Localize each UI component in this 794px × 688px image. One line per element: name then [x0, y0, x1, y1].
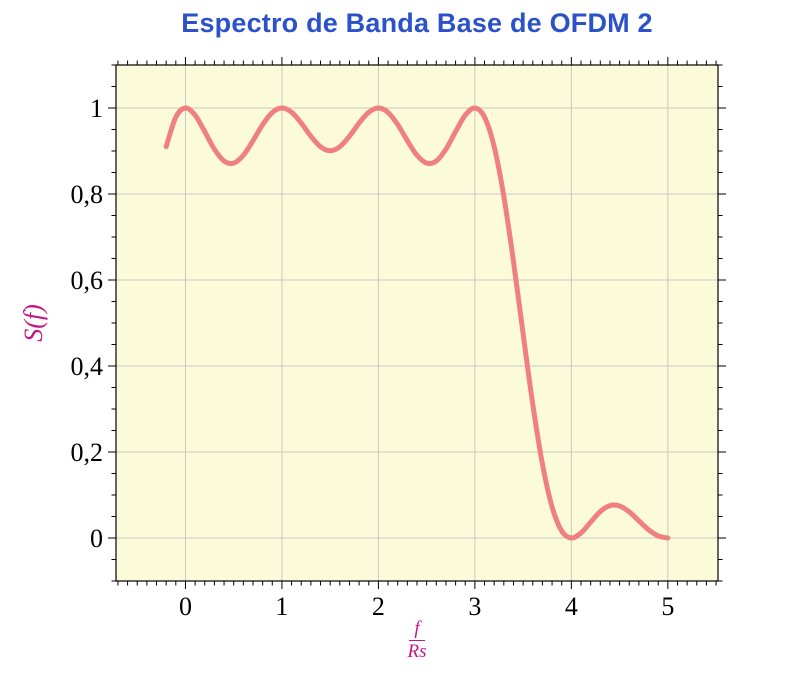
y-tick-label: 0,8: [71, 180, 104, 209]
x-axis-fraction-denominator: Rs: [407, 640, 427, 662]
y-tick-label: 0,2: [71, 438, 104, 467]
plot-background: [116, 65, 718, 581]
x-tick-label: 0: [179, 592, 192, 621]
x-axis-fraction: f Rs: [406, 618, 429, 663]
x-tick-label: 2: [372, 592, 385, 621]
y-tick-label: 0: [90, 524, 103, 553]
y-tick-label: 0,6: [71, 266, 104, 295]
x-tick-label: 5: [661, 592, 674, 621]
x-tick-label: 1: [275, 592, 288, 621]
spectrum-curve: [163, 105, 671, 541]
x-axis-fraction-numerator: f: [409, 618, 425, 641]
x-axis-label: f Rs: [116, 618, 718, 663]
y-axis-label: S(f): [19, 304, 48, 342]
y-tick-label: 1: [90, 94, 103, 123]
x-tick-label: 3: [468, 592, 481, 621]
y-tick-label: 0,4: [71, 352, 104, 381]
x-tick-label: 4: [565, 592, 578, 621]
chart-title: Espectro de Banda Base de OFDM 2: [181, 8, 653, 38]
